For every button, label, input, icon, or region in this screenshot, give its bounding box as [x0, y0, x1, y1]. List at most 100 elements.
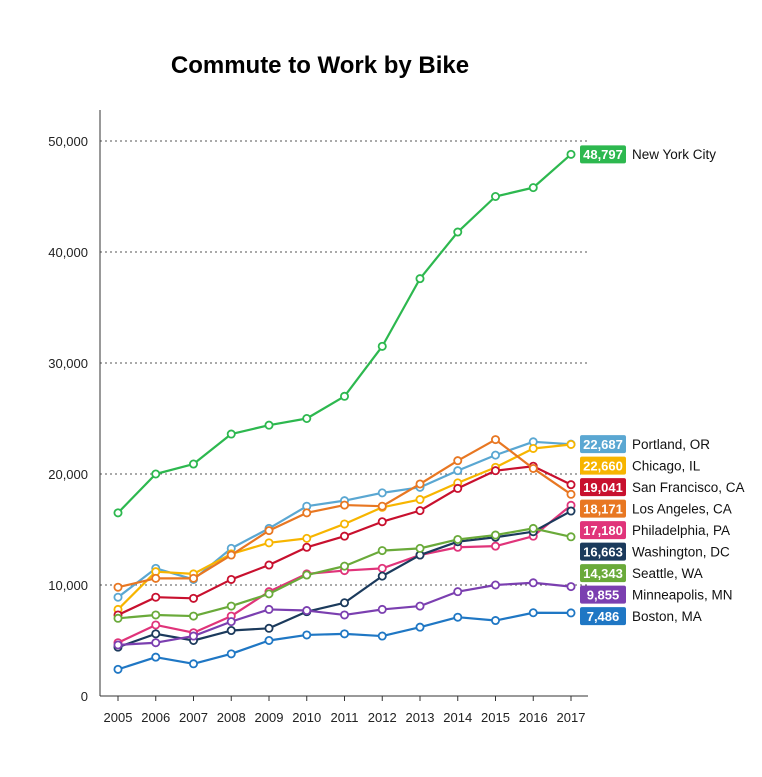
x-tick-label: 2016 — [519, 710, 548, 725]
data-point — [415, 495, 425, 505]
data-point — [339, 500, 349, 510]
series-minneapolis-mn — [113, 578, 576, 650]
data-point — [264, 420, 274, 430]
data-point — [528, 578, 538, 588]
end-value-label: 19,041 — [583, 480, 623, 495]
series-los-angeles-ca — [113, 435, 576, 592]
data-point — [226, 574, 236, 584]
data-point — [453, 534, 463, 544]
data-point — [302, 542, 312, 552]
x-tick-label: 2015 — [481, 710, 510, 725]
data-point — [151, 573, 161, 583]
series-line — [117, 153, 572, 514]
data-point — [566, 532, 576, 542]
data-point — [377, 604, 387, 614]
data-point — [415, 622, 425, 632]
end-label: 18,171 Los Angeles, CA — [580, 499, 732, 518]
y-tick-label: 0 — [81, 689, 88, 704]
data-point — [226, 626, 236, 636]
data-point — [528, 463, 538, 473]
data-point — [415, 479, 425, 489]
data-point — [151, 638, 161, 648]
end-value-label: 22,687 — [583, 437, 623, 452]
data-point — [302, 630, 312, 640]
end-value-label: 7,486 — [587, 609, 620, 624]
y-tick-label: 50,000 — [48, 134, 88, 149]
x-tick-label: 2013 — [406, 710, 435, 725]
end-value-label: 22,660 — [583, 458, 623, 473]
data-point — [490, 580, 500, 590]
series-lines — [113, 149, 576, 674]
x-tick-label: 2014 — [443, 710, 472, 725]
series-new-york-city — [113, 149, 576, 518]
data-point — [377, 631, 387, 641]
end-label: 22,687 Portland, OR — [580, 435, 710, 454]
data-point — [226, 429, 236, 439]
data-point — [490, 530, 500, 540]
end-label: 19,041 San Francisco, CA — [580, 478, 745, 497]
data-point — [339, 610, 349, 620]
end-label: 22,660 Chicago, IL — [580, 456, 701, 475]
data-point — [453, 466, 463, 476]
series-boston-ma — [113, 608, 576, 674]
data-point — [113, 582, 123, 592]
data-point — [113, 613, 123, 623]
data-point — [566, 480, 576, 490]
data-point — [566, 149, 576, 159]
end-label: 48,797 New York City — [580, 145, 716, 164]
data-point — [453, 483, 463, 493]
data-point — [377, 341, 387, 351]
data-point — [302, 508, 312, 518]
gridlines — [100, 140, 588, 586]
y-tick-label: 30,000 — [48, 356, 88, 371]
data-point — [339, 531, 349, 541]
data-point — [226, 649, 236, 659]
series-name-label: Los Angeles, CA — [632, 501, 732, 516]
end-value-label: 17,180 — [583, 523, 623, 538]
y-tick-label: 10,000 — [48, 578, 88, 593]
data-point — [377, 501, 387, 511]
x-tick-label: 2007 — [179, 710, 208, 725]
end-label: 7,486 Boston, MA — [580, 607, 702, 626]
end-value-label: 9,855 — [587, 587, 620, 602]
data-point — [490, 466, 500, 476]
value-badge — [580, 145, 626, 164]
x-tick-label: 2009 — [255, 710, 284, 725]
data-point — [528, 523, 538, 533]
data-point — [113, 640, 123, 650]
data-point — [490, 191, 500, 201]
data-point — [113, 592, 123, 602]
series-line — [117, 611, 572, 671]
series-name-label: New York City — [632, 147, 716, 162]
end-value-label: 18,171 — [583, 501, 623, 516]
data-point — [339, 561, 349, 571]
data-point — [264, 538, 274, 548]
data-point — [302, 606, 312, 616]
data-point — [339, 391, 349, 401]
data-point — [188, 659, 198, 669]
data-point — [151, 610, 161, 620]
data-point — [566, 489, 576, 499]
data-point — [188, 631, 198, 641]
series-name-label: Philadelphia, PA — [632, 523, 730, 538]
data-point — [566, 608, 576, 618]
data-point — [151, 469, 161, 479]
data-point — [415, 543, 425, 553]
data-point — [453, 587, 463, 597]
data-point — [188, 611, 198, 621]
data-point — [566, 582, 576, 592]
series-name-label: Portland, OR — [632, 437, 710, 452]
series-name-label: Boston, MA — [632, 609, 702, 624]
data-point — [339, 598, 349, 608]
data-point — [377, 546, 387, 556]
value-badge — [580, 585, 626, 604]
data-point — [264, 636, 274, 646]
end-label: 14,343 Seattle, WA — [580, 564, 703, 583]
series-name-label: Seattle, WA — [632, 566, 703, 581]
value-badge — [580, 542, 626, 561]
series-name-label: Washington, DC — [632, 544, 730, 559]
series-name-label: San Francisco, CA — [632, 480, 745, 495]
data-point — [188, 459, 198, 469]
